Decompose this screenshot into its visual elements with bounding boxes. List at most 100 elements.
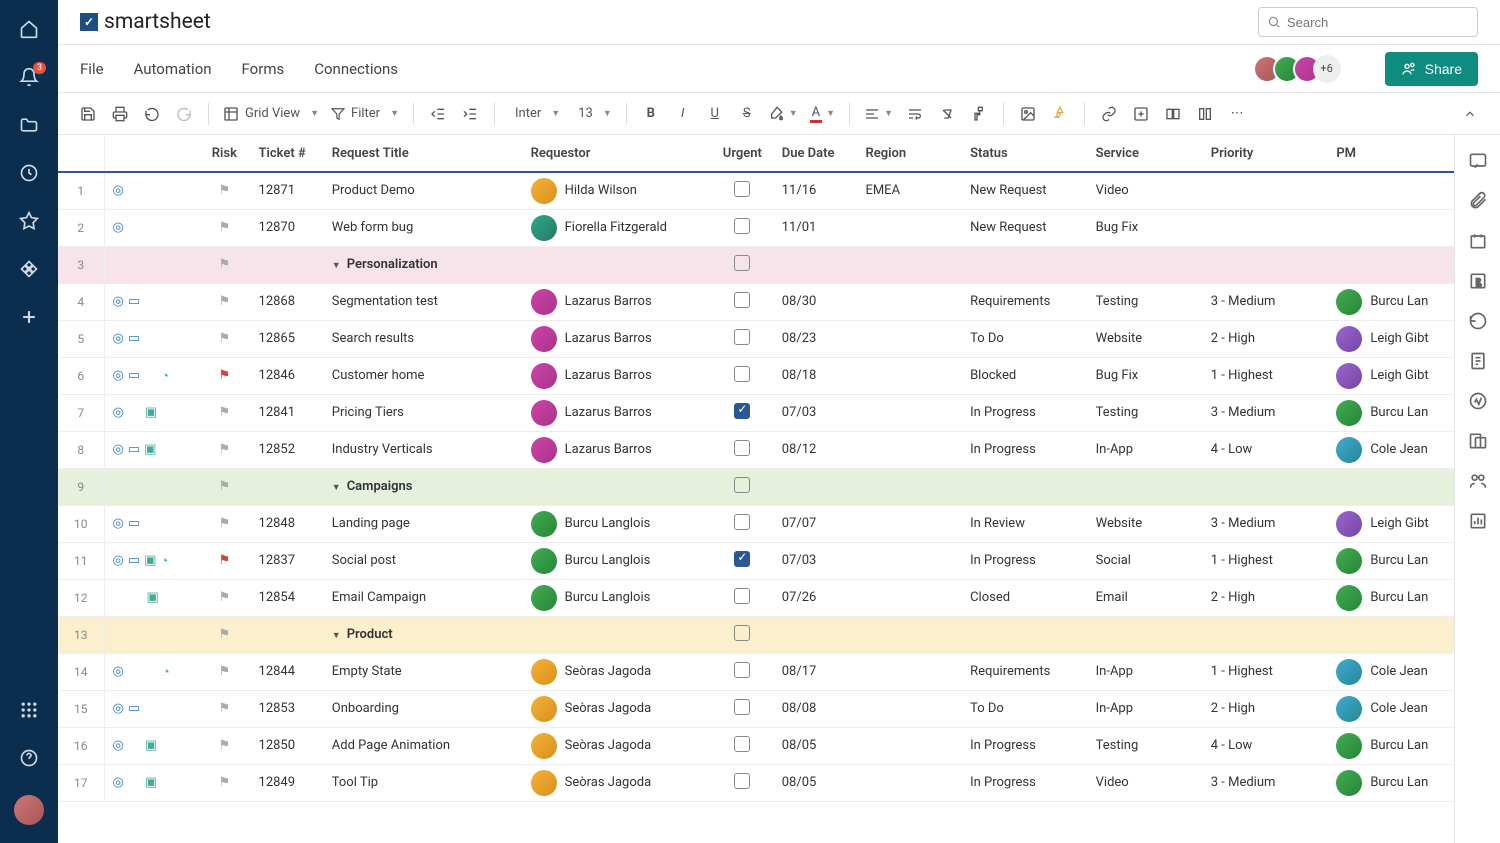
due-cell[interactable]: 08/17 (774, 653, 858, 690)
service-cell[interactable]: Website (1088, 320, 1203, 357)
ticket-cell[interactable]: 12865 (251, 320, 324, 357)
requestor-cell[interactable]: Seòras Jagoda (531, 659, 703, 685)
row-indicators[interactable]: ◎▣ (104, 727, 198, 764)
flag-cell[interactable]: ⚑ (198, 320, 250, 357)
text-color-icon[interactable]: A▼ (806, 100, 839, 128)
pm-cell[interactable]: Cole Jean (1336, 696, 1446, 722)
pm-cell[interactable]: Leigh Gibt (1336, 511, 1446, 537)
status-cell[interactable]: Closed (962, 579, 1088, 616)
row-indicators[interactable]: ▣ (104, 579, 198, 616)
requestor-cell[interactable]: Lazarus Barros (531, 326, 703, 352)
pm-cell[interactable]: Burcu Lan (1336, 548, 1446, 574)
row-indicators[interactable]: ◎ (104, 172, 198, 209)
group-header-row[interactable]: 9⚑▼Campaigns (58, 468, 1454, 505)
ticket-cell[interactable]: 12870 (251, 209, 324, 246)
menu-automation[interactable]: Automation (134, 60, 212, 78)
indent-icon[interactable] (456, 100, 484, 128)
brandfolder-icon[interactable] (1468, 271, 1488, 291)
insert-image-icon[interactable] (1014, 100, 1042, 128)
apps-icon[interactable] (18, 699, 40, 721)
flag-cell[interactable]: ⚑ (198, 542, 250, 579)
collaborator-avatars[interactable]: +6 (1261, 55, 1341, 83)
requestor-cell[interactable]: Lazarus Barros (531, 289, 703, 315)
menu-forms[interactable]: Forms (242, 60, 285, 78)
flag-cell[interactable]: ⚑ (198, 394, 250, 431)
redo-icon[interactable] (170, 100, 198, 128)
formatpainter-icon[interactable] (965, 100, 993, 128)
ticket-cell[interactable]: 12871 (251, 172, 324, 209)
save-icon[interactable] (74, 100, 102, 128)
urgent-cell[interactable] (711, 764, 774, 801)
resource-icon[interactable] (1468, 471, 1488, 491)
user-avatar[interactable] (14, 795, 44, 825)
row-indicators[interactable]: ◎▭◔ (104, 357, 198, 394)
status-cell[interactable]: Requirements (962, 283, 1088, 320)
pm-cell[interactable]: Burcu Lan (1336, 770, 1446, 796)
title-cell[interactable]: Empty State (324, 653, 523, 690)
wrap-icon[interactable] (901, 100, 929, 128)
flag-cell[interactable]: ⚑ (198, 690, 250, 727)
row-indicators[interactable]: ◎◔ (104, 653, 198, 690)
ticket-cell[interactable]: 12846 (251, 357, 324, 394)
urgent-cell[interactable] (711, 653, 774, 690)
proofs-icon[interactable] (1468, 231, 1488, 251)
attachments-icon[interactable] (1468, 191, 1488, 211)
group-title[interactable]: ▼Product (324, 616, 523, 653)
title-cell[interactable]: Search results (324, 320, 523, 357)
row-number[interactable]: 15 (58, 690, 104, 727)
requestor-cell[interactable]: Seòras Jagoda (531, 696, 703, 722)
requestor-cell[interactable]: Lazarus Barros (531, 437, 703, 463)
table-row[interactable]: 8◎▭▣⚑12852Industry VerticalsLazarus Barr… (58, 431, 1454, 468)
due-cell[interactable]: 08/05 (774, 727, 858, 764)
due-cell[interactable]: 07/07 (774, 505, 858, 542)
col-urgent[interactable]: Urgent (711, 135, 774, 172)
col-priority[interactable]: Priority (1203, 135, 1329, 172)
dashboard-icon[interactable] (1468, 511, 1488, 531)
service-cell[interactable]: Email (1088, 579, 1203, 616)
service-cell[interactable]: Testing (1088, 394, 1203, 431)
service-cell[interactable]: Social (1088, 542, 1203, 579)
logo[interactable]: ✓ smartsheet (80, 10, 211, 34)
row-number[interactable]: 3 (58, 246, 104, 283)
requestor-cell[interactable]: Burcu Langlois (531, 585, 703, 611)
pm-cell[interactable]: Cole Jean (1336, 437, 1446, 463)
service-cell[interactable]: Bug Fix (1088, 357, 1203, 394)
row-number[interactable]: 17 (58, 764, 104, 801)
due-cell[interactable]: 08/08 (774, 690, 858, 727)
favorites-icon[interactable] (18, 210, 40, 232)
title-cell[interactable]: Social post (324, 542, 523, 579)
requestor-cell[interactable]: Hilda Wilson (531, 178, 703, 204)
row-indicators[interactable]: ◎▭ (104, 690, 198, 727)
underline-icon[interactable]: U (701, 100, 729, 128)
ticket-cell[interactable]: 12848 (251, 505, 324, 542)
priority-cell[interactable]: 2 - High (1203, 690, 1329, 727)
lock-icon[interactable] (1191, 100, 1219, 128)
service-cell[interactable]: Testing (1088, 283, 1203, 320)
due-cell[interactable]: 08/05 (774, 764, 858, 801)
font-selector[interactable]: Inter▼ (505, 100, 564, 128)
title-cell[interactable]: Customer home (324, 357, 523, 394)
due-cell[interactable]: 08/30 (774, 283, 858, 320)
status-cell[interactable]: New Request (962, 209, 1088, 246)
due-cell[interactable]: 07/03 (774, 542, 858, 579)
flag-cell[interactable]: ⚑ (198, 653, 250, 690)
due-cell[interactable]: 11/16 (774, 172, 858, 209)
priority-cell[interactable]: 4 - Low (1203, 727, 1329, 764)
ticket-cell[interactable]: 12868 (251, 283, 324, 320)
row-number[interactable]: 6 (58, 357, 104, 394)
requestor-cell[interactable]: Lazarus Barros (531, 363, 703, 389)
ticket-cell[interactable]: 12850 (251, 727, 324, 764)
row-number[interactable]: 11 (58, 542, 104, 579)
requestor-cell[interactable]: Lazarus Barros (531, 400, 703, 426)
region-cell[interactable] (857, 690, 962, 727)
row-number[interactable]: 1 (58, 172, 104, 209)
requestor-cell[interactable]: Fiorella Fitzgerald (531, 215, 703, 241)
priority-cell[interactable]: 1 - Highest (1203, 653, 1329, 690)
table-row[interactable]: 17◎▣⚑12849Tool TipSeòras Jagoda08/05In P… (58, 764, 1454, 801)
urgent-cell[interactable] (711, 431, 774, 468)
cellformat-icon[interactable] (1159, 100, 1187, 128)
priority-cell[interactable] (1203, 209, 1329, 246)
table-row[interactable]: 5◎▭⚑12865Search resultsLazarus Barros08/… (58, 320, 1454, 357)
link-icon[interactable] (1095, 100, 1123, 128)
status-cell[interactable]: To Do (962, 320, 1088, 357)
